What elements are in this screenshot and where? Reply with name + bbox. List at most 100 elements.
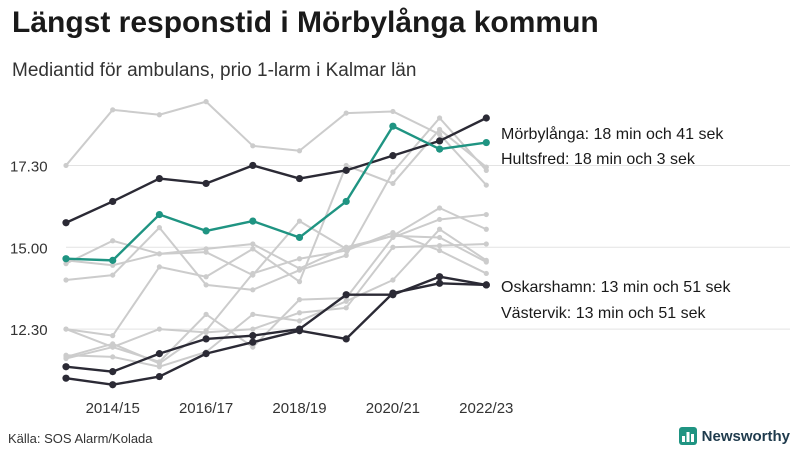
data-point bbox=[156, 112, 162, 118]
data-point bbox=[342, 197, 350, 206]
series-line-background bbox=[65, 234, 488, 270]
data-point bbox=[389, 289, 397, 297]
data-point bbox=[482, 138, 490, 147]
newsworthy-chart-icon bbox=[678, 427, 697, 445]
data-point bbox=[156, 360, 162, 367]
data-point bbox=[436, 145, 444, 153]
y-axis-ticks: 12.30 15.00 17.30 bbox=[10, 158, 48, 339]
data-point bbox=[390, 108, 396, 115]
data-point bbox=[389, 152, 397, 160]
data-point bbox=[249, 338, 257, 346]
data-point bbox=[483, 211, 489, 218]
y-tick-label: 15.00 bbox=[10, 240, 48, 257]
y-tick-label: 17.30 bbox=[10, 158, 48, 175]
data-point bbox=[296, 218, 303, 224]
series-line-hultsfred bbox=[64, 124, 488, 262]
data-point bbox=[62, 374, 70, 382]
series-label-västervik: Västervik: 13 min och 51 sek bbox=[501, 305, 707, 322]
data-point bbox=[110, 107, 116, 113]
data-point bbox=[156, 225, 162, 231]
chart-title: Längst responstid i Mörbylånga kommun bbox=[12, 6, 599, 39]
data-point bbox=[296, 297, 303, 303]
data-point bbox=[437, 226, 443, 232]
data-point bbox=[62, 363, 70, 371]
data-point bbox=[110, 341, 116, 347]
data-point bbox=[436, 273, 444, 281]
grid-layer bbox=[66, 164, 790, 330]
data-point bbox=[342, 291, 350, 299]
series-line-background bbox=[65, 243, 488, 360]
data-point bbox=[342, 335, 350, 343]
data-point bbox=[110, 272, 116, 278]
data-point bbox=[483, 241, 489, 247]
data-point bbox=[343, 110, 349, 116]
data-point bbox=[250, 143, 256, 149]
data-point bbox=[249, 332, 257, 340]
data-point bbox=[110, 354, 116, 360]
data-point bbox=[343, 247, 349, 254]
brand-logo[interactable]: Newsworthy bbox=[678, 427, 790, 445]
data-point bbox=[110, 238, 116, 244]
data-point bbox=[250, 241, 256, 247]
series-line-västervik bbox=[64, 282, 488, 386]
data-point bbox=[343, 252, 349, 259]
data-point bbox=[155, 174, 163, 183]
data-point bbox=[296, 256, 303, 262]
data-point bbox=[62, 219, 70, 227]
data-point bbox=[483, 226, 489, 232]
data-point bbox=[342, 166, 350, 174]
data-point bbox=[483, 270, 489, 277]
x-tick-label: 2022/23 bbox=[459, 400, 513, 417]
data-point bbox=[250, 246, 256, 252]
data-point bbox=[249, 217, 257, 225]
series-label-hultsfred: Hultsfred: 18 min och 3 sek bbox=[501, 151, 696, 168]
data-point bbox=[156, 264, 162, 270]
data-point bbox=[296, 148, 303, 154]
data-point bbox=[250, 326, 256, 332]
x-tick-label: 2018/19 bbox=[272, 400, 326, 417]
data-point bbox=[62, 255, 70, 263]
chart-subtitle: Mediantid för ambulans, prio 1-larm i Ka… bbox=[12, 60, 417, 81]
data-point bbox=[343, 162, 349, 169]
data-point bbox=[202, 179, 210, 188]
data-point bbox=[295, 327, 304, 335]
data-point bbox=[343, 305, 349, 311]
highlight-series bbox=[62, 114, 490, 389]
data-point bbox=[437, 205, 443, 211]
data-point bbox=[390, 244, 396, 250]
data-point bbox=[296, 318, 303, 324]
data-point bbox=[155, 210, 163, 219]
data-point bbox=[390, 277, 396, 283]
data-point bbox=[203, 99, 209, 105]
data-point bbox=[482, 281, 490, 289]
series-label-oskarshamn: Oskarshamn: 13 min och 51 sek bbox=[501, 279, 731, 296]
data-point bbox=[202, 350, 210, 358]
data-point bbox=[437, 126, 443, 133]
data-point bbox=[436, 137, 444, 145]
data-point bbox=[203, 246, 209, 252]
series-line-background bbox=[65, 207, 488, 277]
source-note: Källa: SOS Alarm/Kolada bbox=[8, 431, 153, 446]
brand-name: Newsworthy bbox=[701, 427, 790, 445]
data-point bbox=[437, 216, 443, 223]
data-point bbox=[109, 256, 117, 264]
data-point bbox=[203, 274, 209, 280]
series-label-mörbylånga: Mörbylånga: 18 min och 41 sek bbox=[501, 125, 724, 143]
data-point bbox=[483, 259, 489, 265]
data-point bbox=[63, 162, 69, 169]
data-point bbox=[390, 229, 396, 236]
data-point bbox=[483, 182, 489, 188]
x-tick-label: 2016/17 bbox=[179, 400, 233, 417]
data-point bbox=[295, 233, 304, 242]
data-point bbox=[390, 180, 396, 187]
x-tick-label: 2020/21 bbox=[366, 400, 420, 417]
x-axis-ticks: 2014/15 2016/17 2018/19 2020/21 2022/23 bbox=[86, 400, 514, 417]
data-point bbox=[63, 277, 69, 283]
data-point bbox=[390, 169, 396, 175]
series-line-oskarshamn bbox=[64, 275, 488, 373]
data-point bbox=[295, 174, 304, 183]
series-line-background bbox=[65, 128, 488, 337]
data-point bbox=[250, 344, 256, 350]
data-point bbox=[437, 234, 443, 241]
data-point bbox=[250, 270, 256, 277]
